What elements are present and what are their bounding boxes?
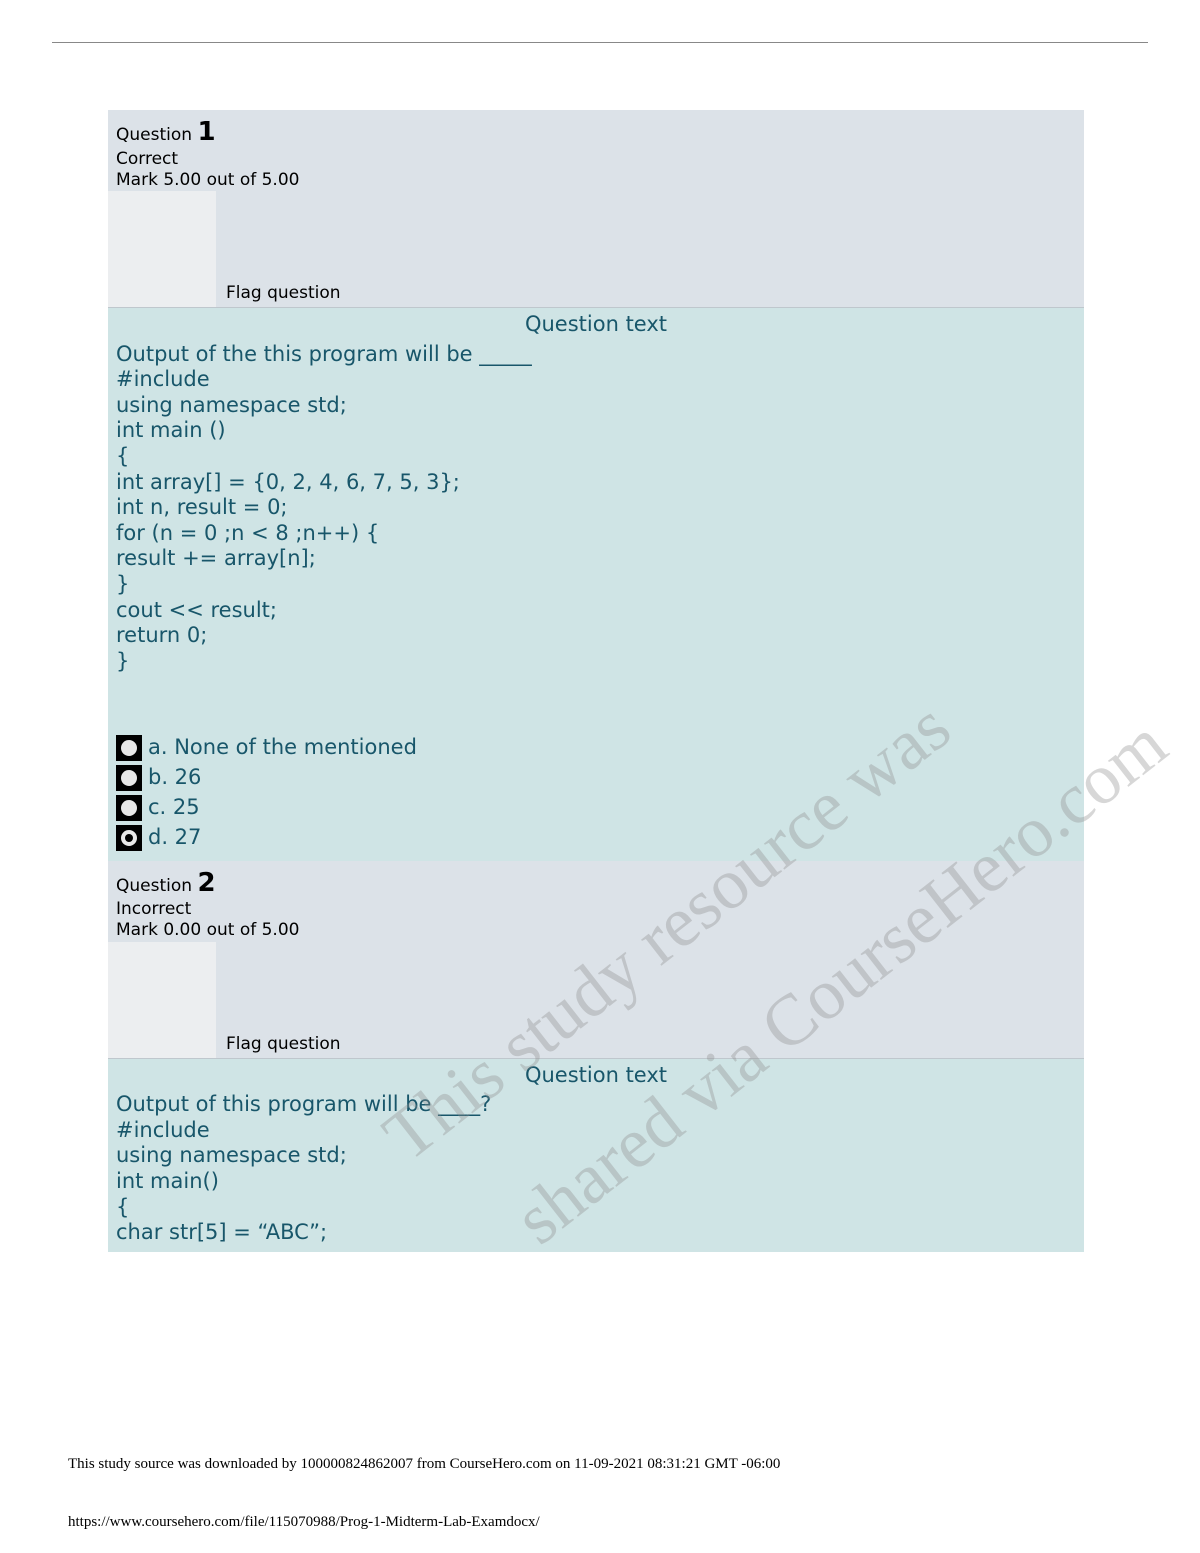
option-a[interactable]: a. None of the mentioned: [116, 735, 1076, 761]
flag-placeholder-box: [108, 942, 216, 1058]
page-top-rule: [52, 42, 1148, 43]
code-line: #include: [116, 367, 1076, 393]
code-line: cout << result;: [116, 598, 1076, 624]
question-status: Correct: [116, 149, 1076, 170]
flag-row: Flag question: [108, 942, 1084, 1058]
question-label: Question: [116, 876, 192, 896]
question-mark: Mark 5.00 out of 5.00: [116, 170, 1076, 191]
code-line: result += array[n];: [116, 546, 1076, 572]
question-mark: Mark 0.00 out of 5.00: [116, 920, 1076, 941]
radio-icon[interactable]: [116, 795, 142, 821]
radio-icon[interactable]: [116, 735, 142, 761]
question-text-heading: Question text: [116, 310, 1076, 342]
code-line: {: [116, 1195, 1076, 1221]
option-b[interactable]: b. 26: [116, 765, 1076, 791]
code-line: return 0;: [116, 623, 1076, 649]
question-1-header: Question 1 Correct Mark 5.00 out of 5.00: [108, 110, 1084, 191]
code-line: for (n = 0 ;n < 8 ;n++) {: [116, 521, 1076, 547]
footer-url: https://www.coursehero.com/file/11507098…: [68, 1514, 540, 1531]
code-line: }: [116, 649, 1076, 675]
flag-row: Flag question: [108, 191, 1084, 307]
flag-placeholder-box: [108, 191, 216, 307]
flag-question-link[interactable]: Flag question: [226, 1034, 341, 1058]
question-text-heading: Question text: [116, 1061, 1076, 1093]
question-prompt: Output of this program will be ____?: [116, 1092, 1076, 1118]
code-line: char str[5] = “ABC”;: [116, 1220, 1076, 1246]
question-2-body: Question text Output of this program wil…: [108, 1059, 1084, 1252]
question-number: 1: [197, 117, 215, 147]
code-line: {: [116, 444, 1076, 470]
question-prompt: Output of the this program will be _____: [116, 342, 1076, 368]
question-1-body: Question text Output of the this program…: [108, 308, 1084, 861]
radio-icon[interactable]: [116, 765, 142, 791]
question-2-header: Question 2 Incorrect Mark 0.00 out of 5.…: [108, 861, 1084, 942]
option-label: d. 27: [148, 825, 201, 851]
option-label: a. None of the mentioned: [148, 735, 417, 761]
radio-icon[interactable]: [116, 825, 142, 851]
flag-question-link[interactable]: Flag question: [226, 283, 341, 307]
question-status: Incorrect: [116, 899, 1076, 920]
code-line: #include: [116, 1118, 1076, 1144]
question-label: Question: [116, 125, 192, 145]
code-line: using namespace std;: [116, 393, 1076, 419]
code-line: int main(): [116, 1169, 1076, 1195]
footer-download-note: This study source was downloaded by 1000…: [68, 1456, 780, 1473]
option-label: b. 26: [148, 765, 201, 791]
code-line: int n, result = 0;: [116, 495, 1076, 521]
content-area: Question 1 Correct Mark 5.00 out of 5.00…: [108, 110, 1084, 1252]
code-line: int array[] = {0, 2, 4, 6, 7, 5, 3};: [116, 470, 1076, 496]
question-number: 2: [197, 868, 215, 898]
code-line: int main (): [116, 418, 1076, 444]
code-line: }: [116, 572, 1076, 598]
code-line: using namespace std;: [116, 1143, 1076, 1169]
option-c[interactable]: c. 25: [116, 795, 1076, 821]
option-label: c. 25: [148, 795, 200, 821]
option-d[interactable]: d. 27: [116, 825, 1076, 851]
options-list: a. None of the mentioned b. 26 c. 25 d. …: [116, 675, 1076, 851]
